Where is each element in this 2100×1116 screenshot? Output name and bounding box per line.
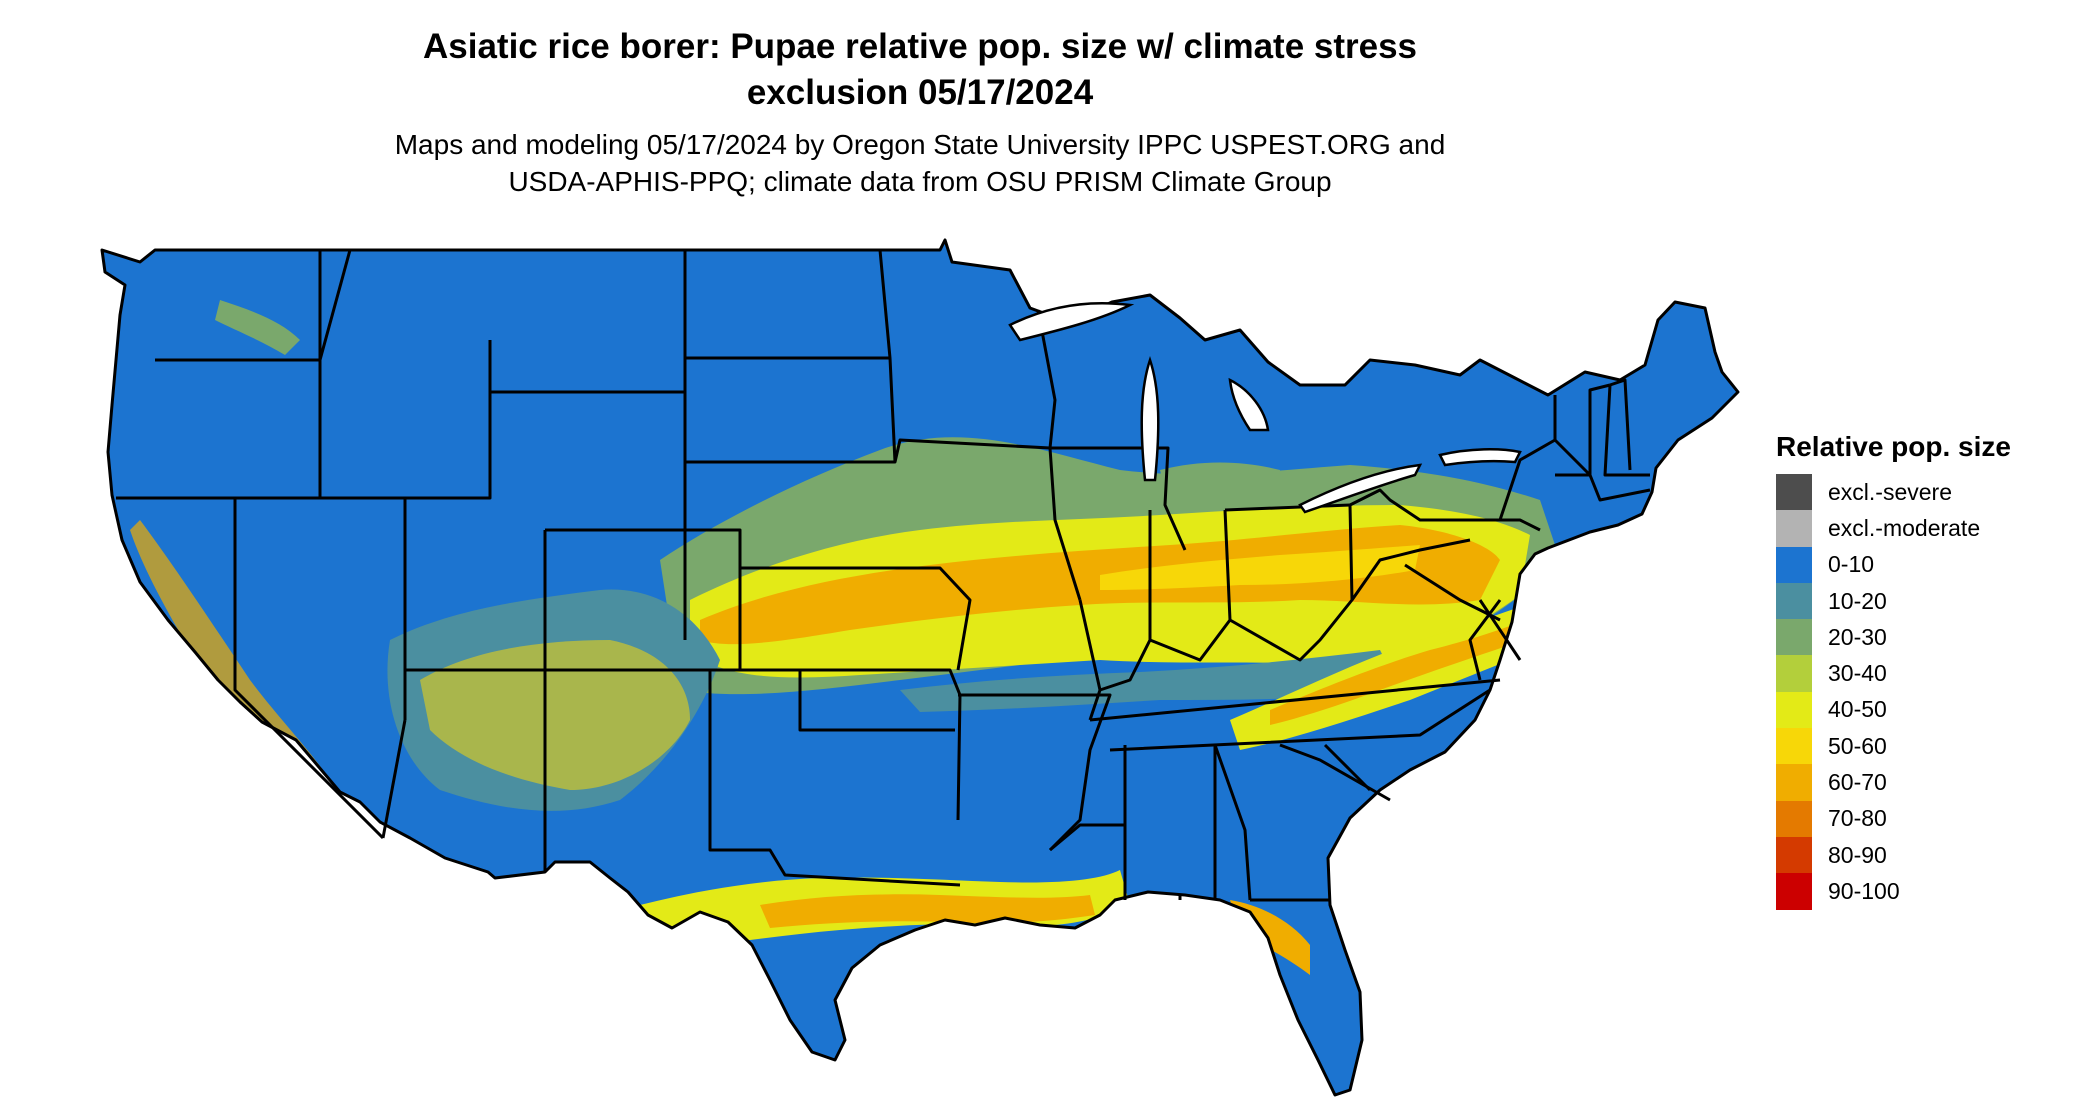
band-50-60-central	[1100, 545, 1420, 590]
legend-label: 90-100	[1828, 877, 1900, 904]
map-title-line1: Asiatic rice borer: Pupae relative pop. …	[422, 27, 1418, 66]
legend-item: 80-90	[1776, 836, 2011, 874]
legend-label: 70-80	[1828, 805, 1887, 832]
lake-superior	[1008, 301, 1135, 342]
lake-huron	[1228, 377, 1270, 432]
legend-swatch	[1776, 582, 1812, 620]
legend-swatch	[1776, 691, 1812, 729]
legend-swatch	[1776, 836, 1812, 874]
legend-item: excl.-severe	[1776, 474, 2011, 511]
map-subtitle: Maps and modeling 05/17/2024 by Oregon S…	[250, 126, 1590, 200]
legend-swatch	[1776, 619, 1812, 656]
legend-item: excl.-moderate	[1776, 510, 2011, 547]
legend-label: 20-30	[1828, 623, 1887, 650]
legend-items: excl.-severe excl.-moderate 0-10 10-20 20-30…	[1776, 474, 2011, 910]
legend-label: 0-10	[1828, 551, 1875, 578]
map-subtitle-line2: USDA-APHIS-PPQ; climate data from OSU PR…	[508, 166, 1332, 197]
legend-swatch	[1776, 546, 1812, 583]
legend: Relative pop. size excl.-severe excl.-mod…	[1776, 430, 2011, 910]
map-title: Asiatic rice borer: Pupae relative pop. …	[250, 24, 1590, 116]
legend-label: excl.-severe	[1828, 478, 1952, 505]
legend-item: 0-10	[1776, 546, 2011, 583]
legend-item: 40-50	[1776, 691, 2011, 729]
band-20-30-pnw	[215, 300, 300, 355]
us-map	[100, 238, 1740, 1097]
state-borders	[100, 238, 1740, 1097]
legend-swatch	[1776, 800, 1812, 837]
legend-label: 50-60	[1828, 732, 1887, 759]
lake-michigan	[1140, 356, 1160, 482]
map-subtitle-line1: Maps and modeling 05/17/2024 by Oregon S…	[394, 129, 1446, 160]
legend-swatch	[1776, 728, 1812, 765]
legend-item: 90-100	[1776, 873, 2011, 910]
band-60-70-california	[130, 520, 330, 790]
lake-erie	[1298, 463, 1423, 514]
legend-item: 30-40	[1776, 655, 2011, 692]
legend-item: 60-70	[1776, 764, 2011, 801]
legend-item: 20-30	[1776, 619, 2011, 656]
legend-swatch	[1776, 655, 1812, 692]
band-60-70-appalachian	[1270, 622, 1525, 725]
band-20-30-lakes	[1160, 462, 1280, 490]
legend-swatch	[1776, 873, 1812, 910]
legend-item: 50-60	[1776, 728, 2011, 765]
legend-title: Relative pop. size	[1776, 431, 2011, 462]
legend-label: 30-40	[1828, 660, 1887, 687]
legend-swatch	[1776, 474, 1812, 511]
legend-label: 10-20	[1828, 587, 1887, 614]
legend-swatch	[1776, 510, 1812, 547]
legend-label: 40-50	[1828, 696, 1887, 723]
great-lakes	[1008, 301, 1522, 514]
legend-label: 60-70	[1828, 769, 1887, 796]
band-50-60-southwest	[420, 640, 690, 790]
legend-item: 70-80	[1776, 800, 2011, 837]
legend-label: excl.-moderate	[1828, 514, 1981, 541]
legend-item: 10-20	[1776, 582, 2011, 620]
map-title-line2: exclusion 05/17/2024	[746, 73, 1094, 112]
lake-ontario	[1438, 448, 1522, 467]
legend-label: 80-90	[1828, 841, 1887, 868]
legend-swatch	[1776, 764, 1812, 801]
